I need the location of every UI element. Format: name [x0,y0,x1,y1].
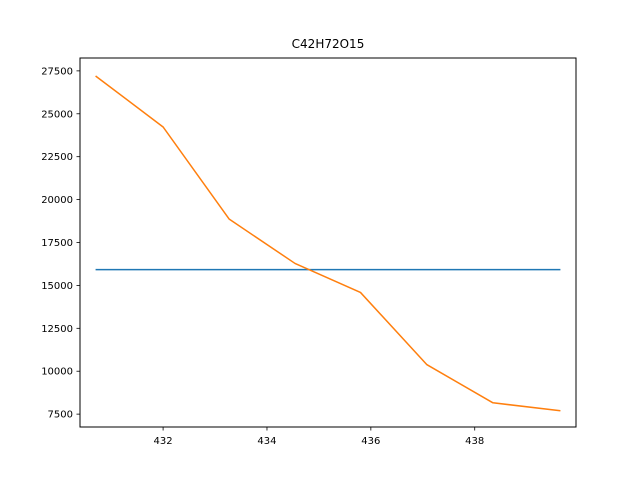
y-tick-label: 12500 [41,324,73,335]
plot-frame [79,57,577,428]
series-layer [95,75,561,412]
series-line-2 [95,75,561,412]
x-tick-label: 436 [361,436,380,447]
y-tick-label: 27500 [41,66,73,77]
y-tick-label: 10000 [41,367,73,378]
y-tick-label: 20000 [41,195,73,206]
y-tick-label: 17500 [41,238,73,249]
x-tick-label: 438 [465,436,484,447]
y-tick-label: 7500 [48,410,73,421]
x-axis: 432 434 436 438 [154,427,484,447]
y-axis: 7500 10000 12500 15000 17500 20000 22500 25000 2… [41,66,80,421]
y-tick-label: 15000 [41,281,73,292]
x-tick-label: 432 [154,436,173,447]
x-tick-label: 434 [257,436,276,447]
y-tick-label: 25000 [41,109,73,120]
y-tick-label: 22500 [41,152,73,163]
chart-title: C42H72O15 [292,37,365,51]
